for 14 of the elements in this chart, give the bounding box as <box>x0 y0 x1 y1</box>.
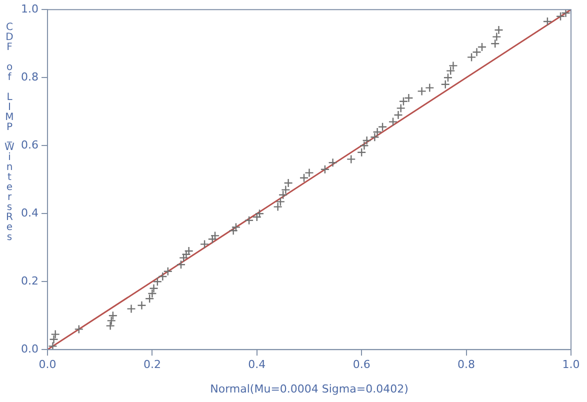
y-tick-label: 0.0 <box>20 342 38 356</box>
y-tick-label: 0.4 <box>20 206 38 220</box>
y-tick-label: 0.2 <box>20 274 38 288</box>
y-tick-label: 0.6 <box>20 138 38 152</box>
x-tick-label: 1.0 <box>562 358 580 372</box>
x-tick-label: 0.8 <box>458 358 476 372</box>
x-tick-label: 0.2 <box>143 358 161 372</box>
y-tick-label: 0.8 <box>20 70 38 84</box>
y-axis-title: CDF of LIMP_WintersRes <box>3 22 16 242</box>
x-tick-label: 0.6 <box>352 358 370 372</box>
y-tick-label: 1.0 <box>20 2 38 16</box>
x-tick-label: 0.0 <box>38 358 56 372</box>
x-tick-label: 0.4 <box>248 358 266 372</box>
x-axis-title: Normal(Mu=0.0004 Sigma=0.0402) <box>210 382 408 396</box>
